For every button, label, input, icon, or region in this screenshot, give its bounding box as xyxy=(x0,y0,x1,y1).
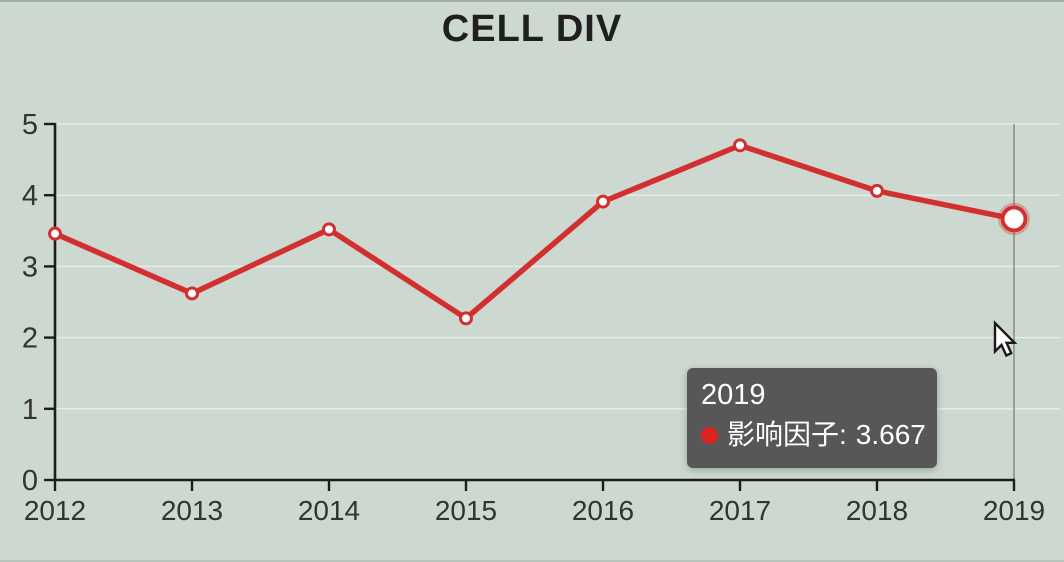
y-axis-label: 0 xyxy=(22,465,38,497)
y-axis-label: 4 xyxy=(22,180,38,212)
x-axis-label: 2015 xyxy=(435,495,497,526)
data-point-halo xyxy=(998,202,1030,235)
data-point-2016[interactable] xyxy=(596,194,610,209)
tooltip-title: 2019 xyxy=(701,379,766,411)
x-axis-label: 2013 xyxy=(161,495,223,526)
x-axis-label: 2012 xyxy=(24,495,86,526)
data-point-2015[interactable] xyxy=(459,311,473,326)
data-point-2012[interactable] xyxy=(48,226,62,241)
tooltip-value: 3.667 xyxy=(855,419,926,450)
data-point-2014[interactable] xyxy=(322,222,336,237)
x-axis-label: 2018 xyxy=(846,495,908,526)
series-line xyxy=(52,142,1017,322)
y-axis-label: 2 xyxy=(22,323,38,355)
tooltip-separator: : xyxy=(839,419,847,450)
y-axis-label: 3 xyxy=(22,251,38,283)
tooltip: 2019 影响因子: 3.667 xyxy=(687,368,937,468)
x-axis-label: 2014 xyxy=(298,495,360,526)
y-axis-label: 1 xyxy=(22,394,38,426)
data-point-2017[interactable] xyxy=(733,138,747,153)
tooltip-series-label: 影响因子 xyxy=(727,419,840,450)
x-axis-label: 2017 xyxy=(709,495,771,526)
data-point-2018[interactable] xyxy=(870,183,884,198)
series-marker-dot-icon xyxy=(701,426,718,444)
x-axis-label: 2019 xyxy=(983,495,1045,526)
data-point-2013[interactable] xyxy=(185,286,199,301)
tooltip-series-row: 影响因子: 3.667 xyxy=(701,414,937,456)
x-axis-label: 2016 xyxy=(572,495,634,526)
y-axis-label: 5 xyxy=(22,109,38,141)
data-point-2019[interactable] xyxy=(1000,205,1028,233)
chart-title: CELL DIV xyxy=(441,8,623,50)
